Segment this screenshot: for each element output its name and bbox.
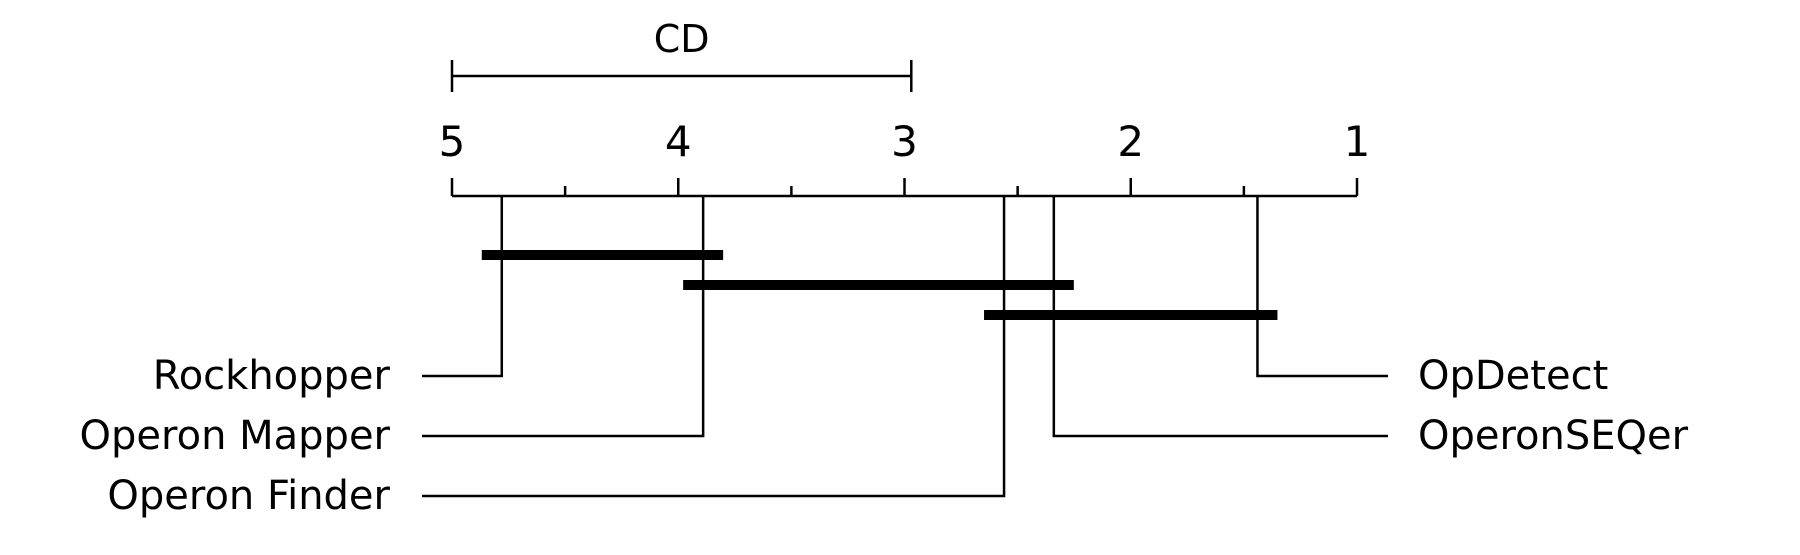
- method-label: Operon Finder: [107, 473, 390, 519]
- method-connector: [422, 196, 1006, 498]
- method-label: OpDetect: [1418, 353, 1608, 399]
- method-connector: [1256, 196, 1388, 378]
- method-connector: [422, 196, 705, 438]
- method-connector: [422, 196, 504, 378]
- method-entry: Rockhopper: [153, 196, 504, 399]
- cd-label: CD: [654, 17, 710, 61]
- tick-label: 5: [439, 117, 466, 166]
- method-entry: Operon Finder: [107, 196, 1006, 519]
- method-label: Operon Mapper: [80, 413, 391, 459]
- tick-label: 3: [891, 117, 918, 166]
- method-entry: OperonSEQer: [1052, 196, 1689, 459]
- clique-bars: [481, 250, 1278, 320]
- tick-label: 1: [1344, 117, 1371, 166]
- critical-difference-indicator: CD: [450, 17, 913, 92]
- tick-label: 4: [665, 117, 692, 166]
- method-entry: OpDetect: [1256, 196, 1608, 399]
- tick-label: 2: [1117, 117, 1144, 166]
- method-label: OperonSEQer: [1418, 413, 1689, 459]
- method-connectors: Rockhopper Operon Mapper Operon Finder OpDe…: [80, 196, 1689, 519]
- method-entry: Operon Mapper: [80, 196, 705, 459]
- method-label: Rockhopper: [153, 353, 391, 399]
- method-connector: [1052, 196, 1388, 438]
- rank-axis: 5 4 3 2 1: [439, 117, 1371, 198]
